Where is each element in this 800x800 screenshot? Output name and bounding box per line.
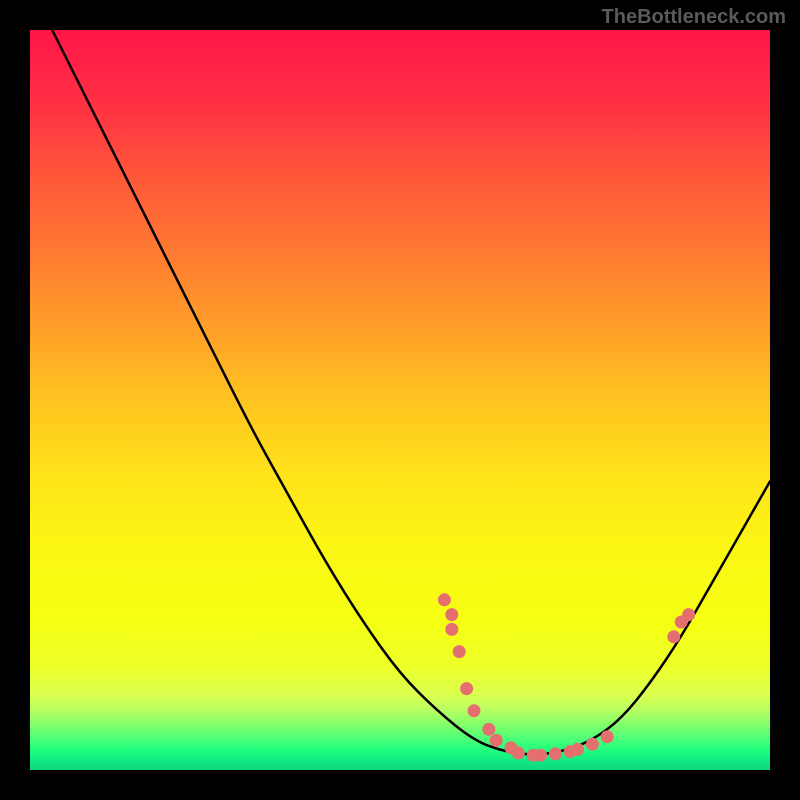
watermark-text: TheBottleneck.com [602,6,786,29]
chart-marker [468,705,480,717]
chart-marker [586,738,598,750]
chart-marker [683,609,695,621]
chart-marker [668,631,680,643]
chart-marker [446,609,458,621]
chart-marker [453,646,465,658]
chart-marker [572,743,584,755]
chart-marker [490,734,502,746]
chart-marker [535,749,547,761]
chart-marker [512,747,524,759]
chart-svg [30,30,770,770]
chart-plot-area [30,30,770,770]
chart-marker [549,748,561,760]
chart-marker [446,623,458,635]
chart-background [30,30,770,770]
chart-marker [438,594,450,606]
chart-marker [483,723,495,735]
chart-marker [461,683,473,695]
chart-marker [601,731,613,743]
